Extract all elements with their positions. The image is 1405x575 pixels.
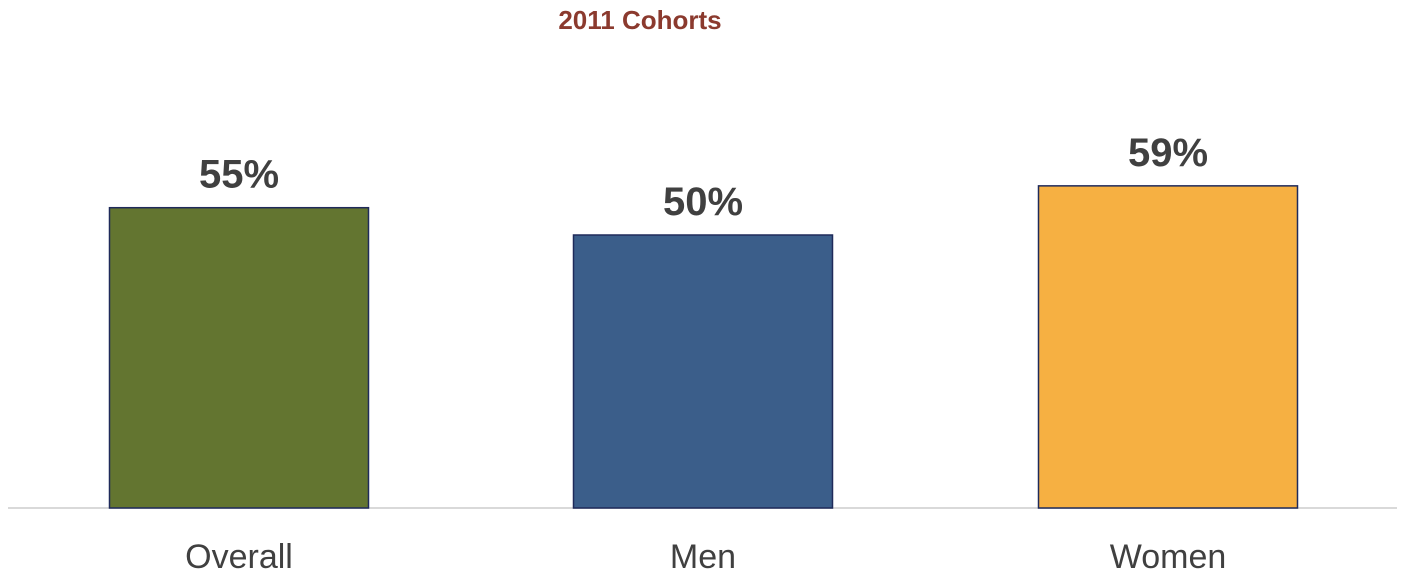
chart-title: 2011 Cohorts	[558, 5, 721, 35]
category-label-women: Women	[1110, 538, 1227, 575]
bar-men	[572, 234, 834, 509]
data-label-men: 50%	[663, 180, 743, 224]
category-label-men: Men	[670, 538, 736, 575]
bar-overall	[108, 206, 370, 509]
bars-layer: 55% Overall 50% Men 59% Women	[108, 131, 1299, 575]
data-label-overall: 55%	[199, 153, 279, 197]
data-label-women: 59%	[1128, 131, 1208, 175]
category-label-overall: Overall	[185, 538, 293, 575]
bar-women	[1037, 185, 1299, 509]
